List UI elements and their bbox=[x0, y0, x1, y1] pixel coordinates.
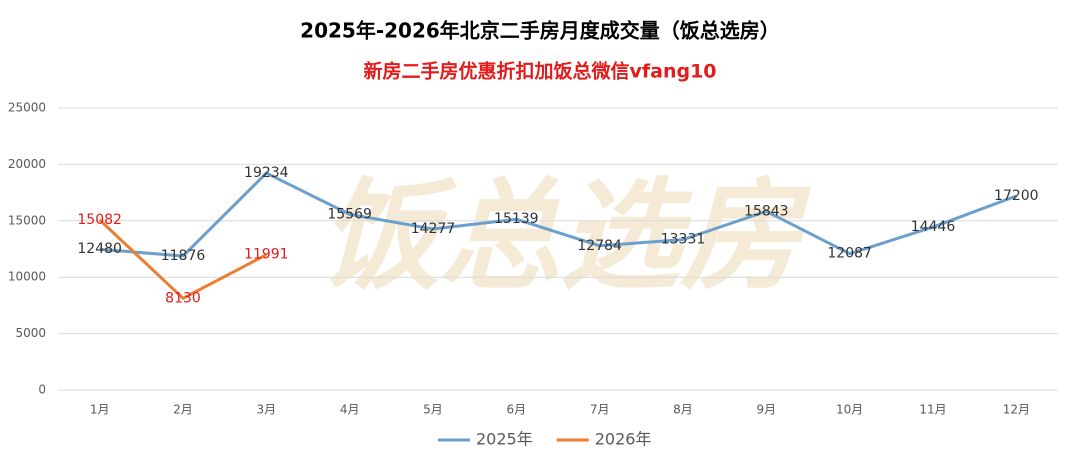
x-tick-label: 1月 bbox=[90, 403, 110, 417]
data-label: 15082 bbox=[77, 212, 122, 228]
x-tick-label: 12月 bbox=[1003, 403, 1030, 417]
watermark: 饭总选房 bbox=[320, 168, 811, 307]
x-tick-label: 8月 bbox=[673, 403, 693, 417]
series-line bbox=[98, 218, 268, 300]
data-label: 14446 bbox=[911, 219, 956, 235]
x-tick-label: 10月 bbox=[836, 403, 863, 417]
y-tick-label: 10000 bbox=[8, 270, 46, 284]
legend-label: 2026年 bbox=[595, 430, 652, 449]
data-label: 13331 bbox=[661, 232, 706, 248]
data-label: 12087 bbox=[827, 246, 872, 262]
x-tick-label: 4月 bbox=[340, 403, 360, 417]
x-tick-label: 5月 bbox=[423, 403, 443, 417]
y-tick-label: 0 bbox=[38, 383, 46, 397]
data-label: 15569 bbox=[327, 206, 372, 222]
data-label: 19234 bbox=[244, 165, 289, 181]
y-tick-label: 15000 bbox=[8, 213, 46, 227]
data-label: 15139 bbox=[494, 211, 539, 227]
x-tick-label: 3月 bbox=[257, 403, 277, 417]
data-label: 12784 bbox=[577, 238, 622, 254]
data-label: 8130 bbox=[165, 290, 201, 306]
x-tick-label: 9月 bbox=[757, 403, 777, 417]
x-tick-label: 7月 bbox=[590, 403, 610, 417]
chart-subtitle: 新房二手房优惠折扣加饭总微信vfang10 bbox=[363, 60, 716, 83]
data-label: 15843 bbox=[744, 203, 789, 219]
series-line bbox=[99, 171, 1017, 258]
chart-title: 2025年-2026年北京二手房月度成交量（饭总选房） bbox=[300, 19, 780, 43]
x-tick-label: 11月 bbox=[919, 403, 946, 417]
data-label: 11876 bbox=[161, 248, 206, 264]
data-label: 11991 bbox=[244, 247, 289, 263]
legend-label: 2025年 bbox=[476, 430, 533, 449]
x-tick-label: 2月 bbox=[173, 403, 193, 417]
y-tick-label: 25000 bbox=[8, 101, 46, 115]
y-tick-label: 5000 bbox=[15, 326, 46, 340]
data-label: 14277 bbox=[411, 221, 456, 237]
x-tick-label: 6月 bbox=[507, 403, 527, 417]
data-label: 17200 bbox=[994, 188, 1039, 204]
data-label: 12480 bbox=[77, 241, 122, 257]
y-tick-label: 20000 bbox=[8, 157, 46, 171]
